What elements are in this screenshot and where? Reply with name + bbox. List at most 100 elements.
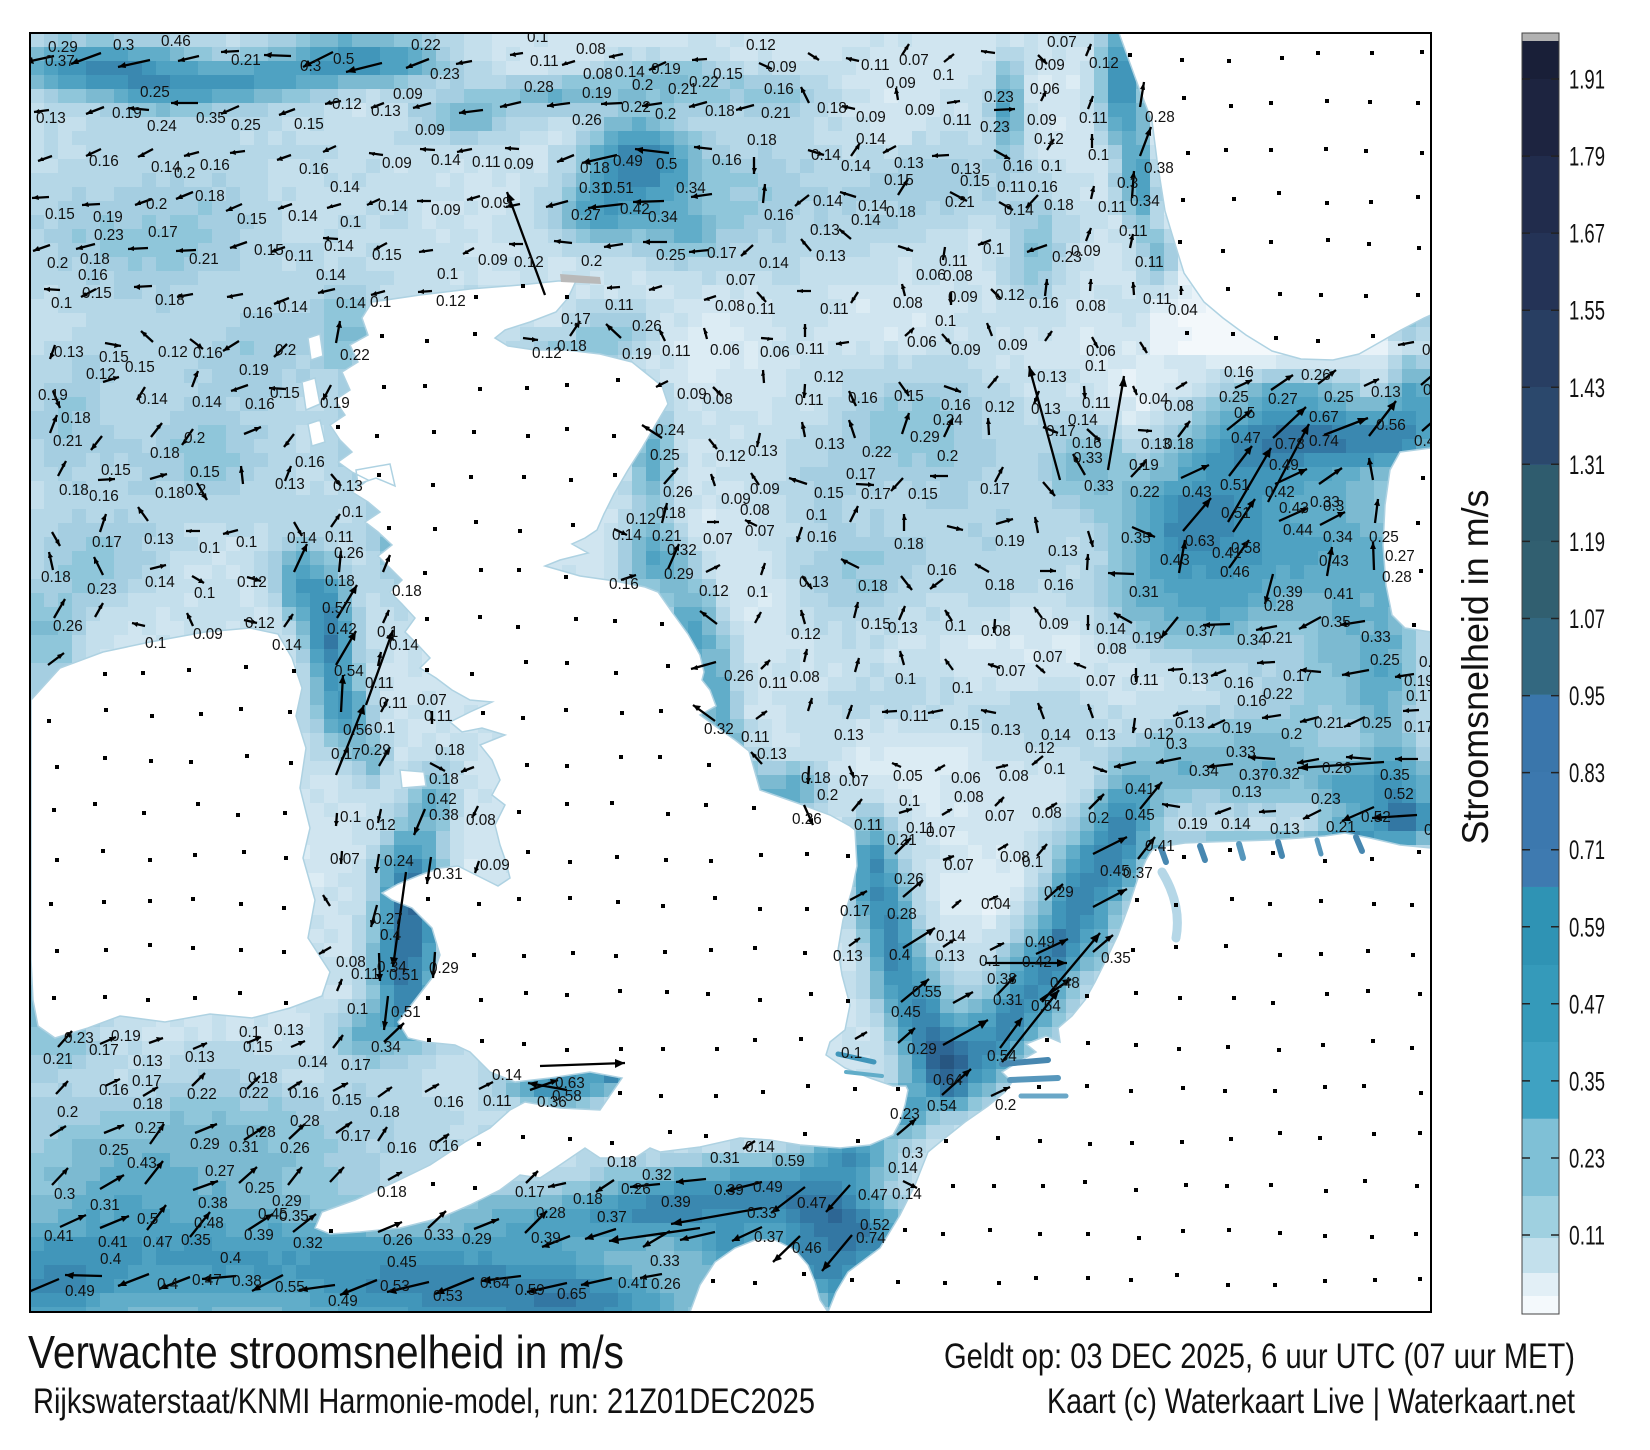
svg-text:0.08: 0.08 (790, 669, 820, 686)
svg-text:0.17: 0.17 (707, 245, 737, 262)
svg-text:0.64: 0.64 (933, 1072, 963, 1089)
svg-text:0.2: 0.2 (937, 448, 958, 465)
svg-text:1.07: 1.07 (1569, 604, 1605, 634)
svg-text:0.45: 0.45 (387, 1254, 417, 1271)
svg-text:0.26: 0.26 (621, 1181, 651, 1198)
svg-text:0.18: 0.18 (41, 569, 71, 586)
svg-text:0.21: 0.21 (231, 52, 261, 69)
svg-text:0.14: 0.14 (612, 527, 642, 544)
svg-text:0.34: 0.34 (371, 1039, 401, 1056)
svg-text:0.12: 0.12 (716, 448, 746, 465)
svg-text:0.31: 0.31 (433, 866, 463, 883)
svg-text:0.25: 0.25 (1369, 529, 1399, 546)
svg-text:0.29: 0.29 (664, 566, 694, 583)
svg-text:0.18: 0.18 (195, 188, 225, 205)
svg-text:0.19: 0.19 (1129, 457, 1159, 474)
svg-text:1.55: 1.55 (1569, 296, 1605, 326)
svg-text:0.49: 0.49 (328, 1293, 358, 1310)
svg-text:0.2: 0.2 (817, 787, 838, 804)
svg-text:0.23: 0.23 (1569, 1144, 1605, 1174)
svg-text:0.09: 0.09 (721, 491, 751, 508)
svg-text:0.31: 0.31 (229, 1139, 259, 1156)
svg-text:0.49: 0.49 (613, 153, 643, 170)
svg-text:0.1: 0.1 (952, 680, 973, 697)
svg-text:0.04: 0.04 (1139, 391, 1169, 408)
svg-text:0.35: 0.35 (1321, 614, 1351, 631)
svg-text:0.14: 0.14 (936, 928, 966, 945)
svg-text:0.37: 0.37 (1186, 623, 1216, 640)
svg-text:0.25: 0.25 (1370, 652, 1400, 669)
svg-text:0.21: 0.21 (189, 251, 219, 268)
svg-text:0.64: 0.64 (480, 1275, 510, 1292)
svg-text:0.11: 0.11 (285, 248, 314, 265)
svg-text:0.12: 0.12 (1034, 131, 1064, 148)
svg-text:0.11: 0.11 (1135, 254, 1164, 271)
svg-text:0.18: 0.18 (656, 505, 686, 522)
svg-text:0.1: 0.1 (51, 295, 72, 312)
svg-text:0.1: 0.1 (239, 1024, 260, 1041)
svg-text:0.28: 0.28 (290, 1113, 320, 1130)
svg-text:0.15: 0.15 (294, 116, 324, 133)
svg-text:0.26: 0.26 (53, 618, 83, 635)
svg-text:0.13: 0.13 (1179, 671, 1209, 688)
svg-text:0.22: 0.22 (187, 1086, 217, 1103)
svg-text:0.14: 0.14 (324, 238, 354, 255)
svg-text:0.16: 0.16 (1003, 158, 1033, 175)
svg-text:0.1: 0.1 (933, 67, 954, 84)
svg-text:0.12: 0.12 (514, 254, 544, 271)
svg-text:0.14: 0.14 (192, 394, 222, 411)
svg-text:0.24: 0.24 (1419, 654, 1449, 671)
svg-text:0.27: 0.27 (571, 207, 601, 224)
svg-text:0.12: 0.12 (1144, 726, 1174, 743)
svg-text:0.41: 0.41 (44, 1228, 74, 1245)
svg-text:0.16: 0.16 (295, 454, 325, 471)
svg-text:0.14: 0.14 (378, 198, 408, 215)
svg-text:0.43: 0.43 (1319, 553, 1349, 570)
svg-text:0.21: 0.21 (761, 105, 791, 122)
svg-text:0.16: 0.16 (1237, 693, 1267, 710)
svg-text:0.22: 0.22 (621, 99, 651, 116)
svg-text:0.1: 0.1 (935, 313, 956, 330)
svg-text:0.19: 0.19 (93, 209, 123, 226)
svg-text:0.37: 0.37 (597, 1209, 627, 1226)
svg-text:0.09: 0.09 (767, 59, 797, 76)
svg-text:0.21: 0.21 (887, 832, 917, 849)
svg-text:0.47: 0.47 (192, 1272, 222, 1289)
svg-text:0.13: 0.13 (1048, 543, 1078, 560)
svg-text:0.51: 0.51 (604, 180, 634, 197)
svg-text:0.17: 0.17 (1283, 668, 1313, 685)
svg-text:0.08: 0.08 (583, 66, 613, 83)
svg-text:0.34: 0.34 (648, 209, 678, 226)
svg-text:0.1: 0.1 (370, 294, 391, 311)
svg-text:0.14: 0.14 (851, 212, 881, 229)
svg-text:0.17: 0.17 (515, 1184, 545, 1201)
svg-text:0.13: 0.13 (816, 248, 846, 265)
svg-text:0.11: 0.11 (325, 529, 354, 546)
svg-text:0.35: 0.35 (181, 1232, 211, 1249)
svg-text:0.16: 0.16 (200, 157, 230, 174)
svg-text:0.52: 0.52 (1384, 786, 1414, 803)
svg-text:0.2: 0.2 (632, 77, 653, 94)
svg-text:0.29: 0.29 (910, 429, 940, 446)
svg-text:0.15: 0.15 (270, 385, 300, 402)
svg-text:0.09: 0.09 (480, 857, 510, 874)
svg-text:0.25: 0.25 (650, 447, 680, 464)
svg-text:0.11: 0.11 (1119, 223, 1148, 240)
svg-text:0.17: 0.17 (132, 1073, 162, 1090)
svg-text:0.12: 0.12 (86, 366, 116, 383)
svg-text:0.08: 0.08 (1164, 398, 1194, 415)
svg-text:0.4: 0.4 (889, 947, 911, 964)
svg-text:0.28: 0.28 (524, 79, 554, 96)
svg-text:0.59: 0.59 (775, 1153, 805, 1170)
svg-text:0.14: 0.14 (1096, 621, 1126, 638)
svg-text:0.26: 0.26 (632, 318, 662, 335)
svg-text:0.14: 0.14 (888, 1160, 918, 1177)
svg-text:0.27: 0.27 (1268, 391, 1298, 408)
svg-text:0.18: 0.18 (429, 771, 459, 788)
svg-text:0.19: 0.19 (582, 85, 612, 102)
svg-text:0.15: 0.15 (894, 388, 924, 405)
svg-text:0.11: 0.11 (795, 392, 824, 409)
svg-text:0.29: 0.29 (48, 39, 78, 56)
svg-text:0.52: 0.52 (1361, 809, 1391, 826)
svg-text:0.15: 0.15 (861, 616, 891, 633)
